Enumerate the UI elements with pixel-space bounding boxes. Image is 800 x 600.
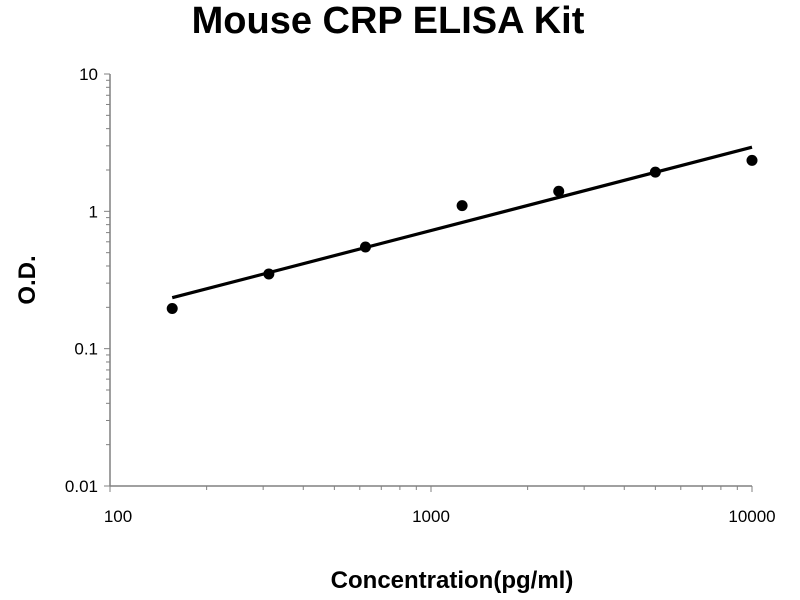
x-axis-label: Concentration(pg/ml) <box>331 567 574 594</box>
y-tick-label: 1 <box>89 202 98 221</box>
data-point <box>456 200 468 212</box>
y-tick-label: 10 <box>79 65 98 84</box>
data-point <box>359 241 371 253</box>
data-point <box>746 154 758 166</box>
x-tick-label: 1000 <box>412 507 450 526</box>
data-point <box>649 166 661 178</box>
y-axis-label: O.D. <box>14 255 41 304</box>
chart-title: Mouse CRP ELISA Kit <box>192 0 585 42</box>
y-tick-label: 0.1 <box>74 340 98 359</box>
data-point <box>553 185 565 197</box>
data-point <box>263 268 275 280</box>
y-tick-label: 0.01 <box>65 477 98 496</box>
x-tick-label: 10000 <box>728 507 775 526</box>
x-tick-label: 100 <box>104 507 132 526</box>
data-point <box>166 303 178 315</box>
trendline <box>171 145 753 300</box>
